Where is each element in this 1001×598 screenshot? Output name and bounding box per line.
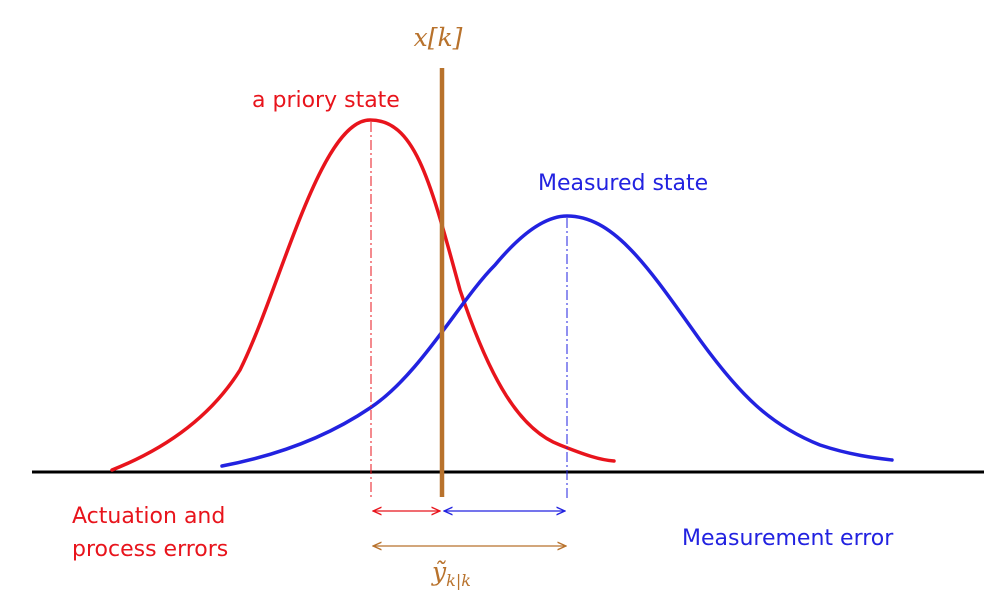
actuation-errors-label-line1: Actuation and — [72, 504, 225, 529]
true-state-label: x[k] — [414, 23, 463, 52]
actuation-errors-label-line2: process errors — [72, 537, 228, 562]
residual-subscript: k|k — [446, 571, 471, 590]
measurement-error-label: Measurement error — [682, 526, 894, 551]
residual-symbol: ỹ — [431, 557, 447, 586]
measured-state-curve — [220, 214, 894, 468]
a-priori-state-label: a priory state — [252, 88, 400, 113]
measured-state-label: Measured state — [538, 171, 708, 196]
a-priori-state-curve — [110, 118, 616, 472]
residual-label: ỹk|k — [431, 557, 471, 590]
